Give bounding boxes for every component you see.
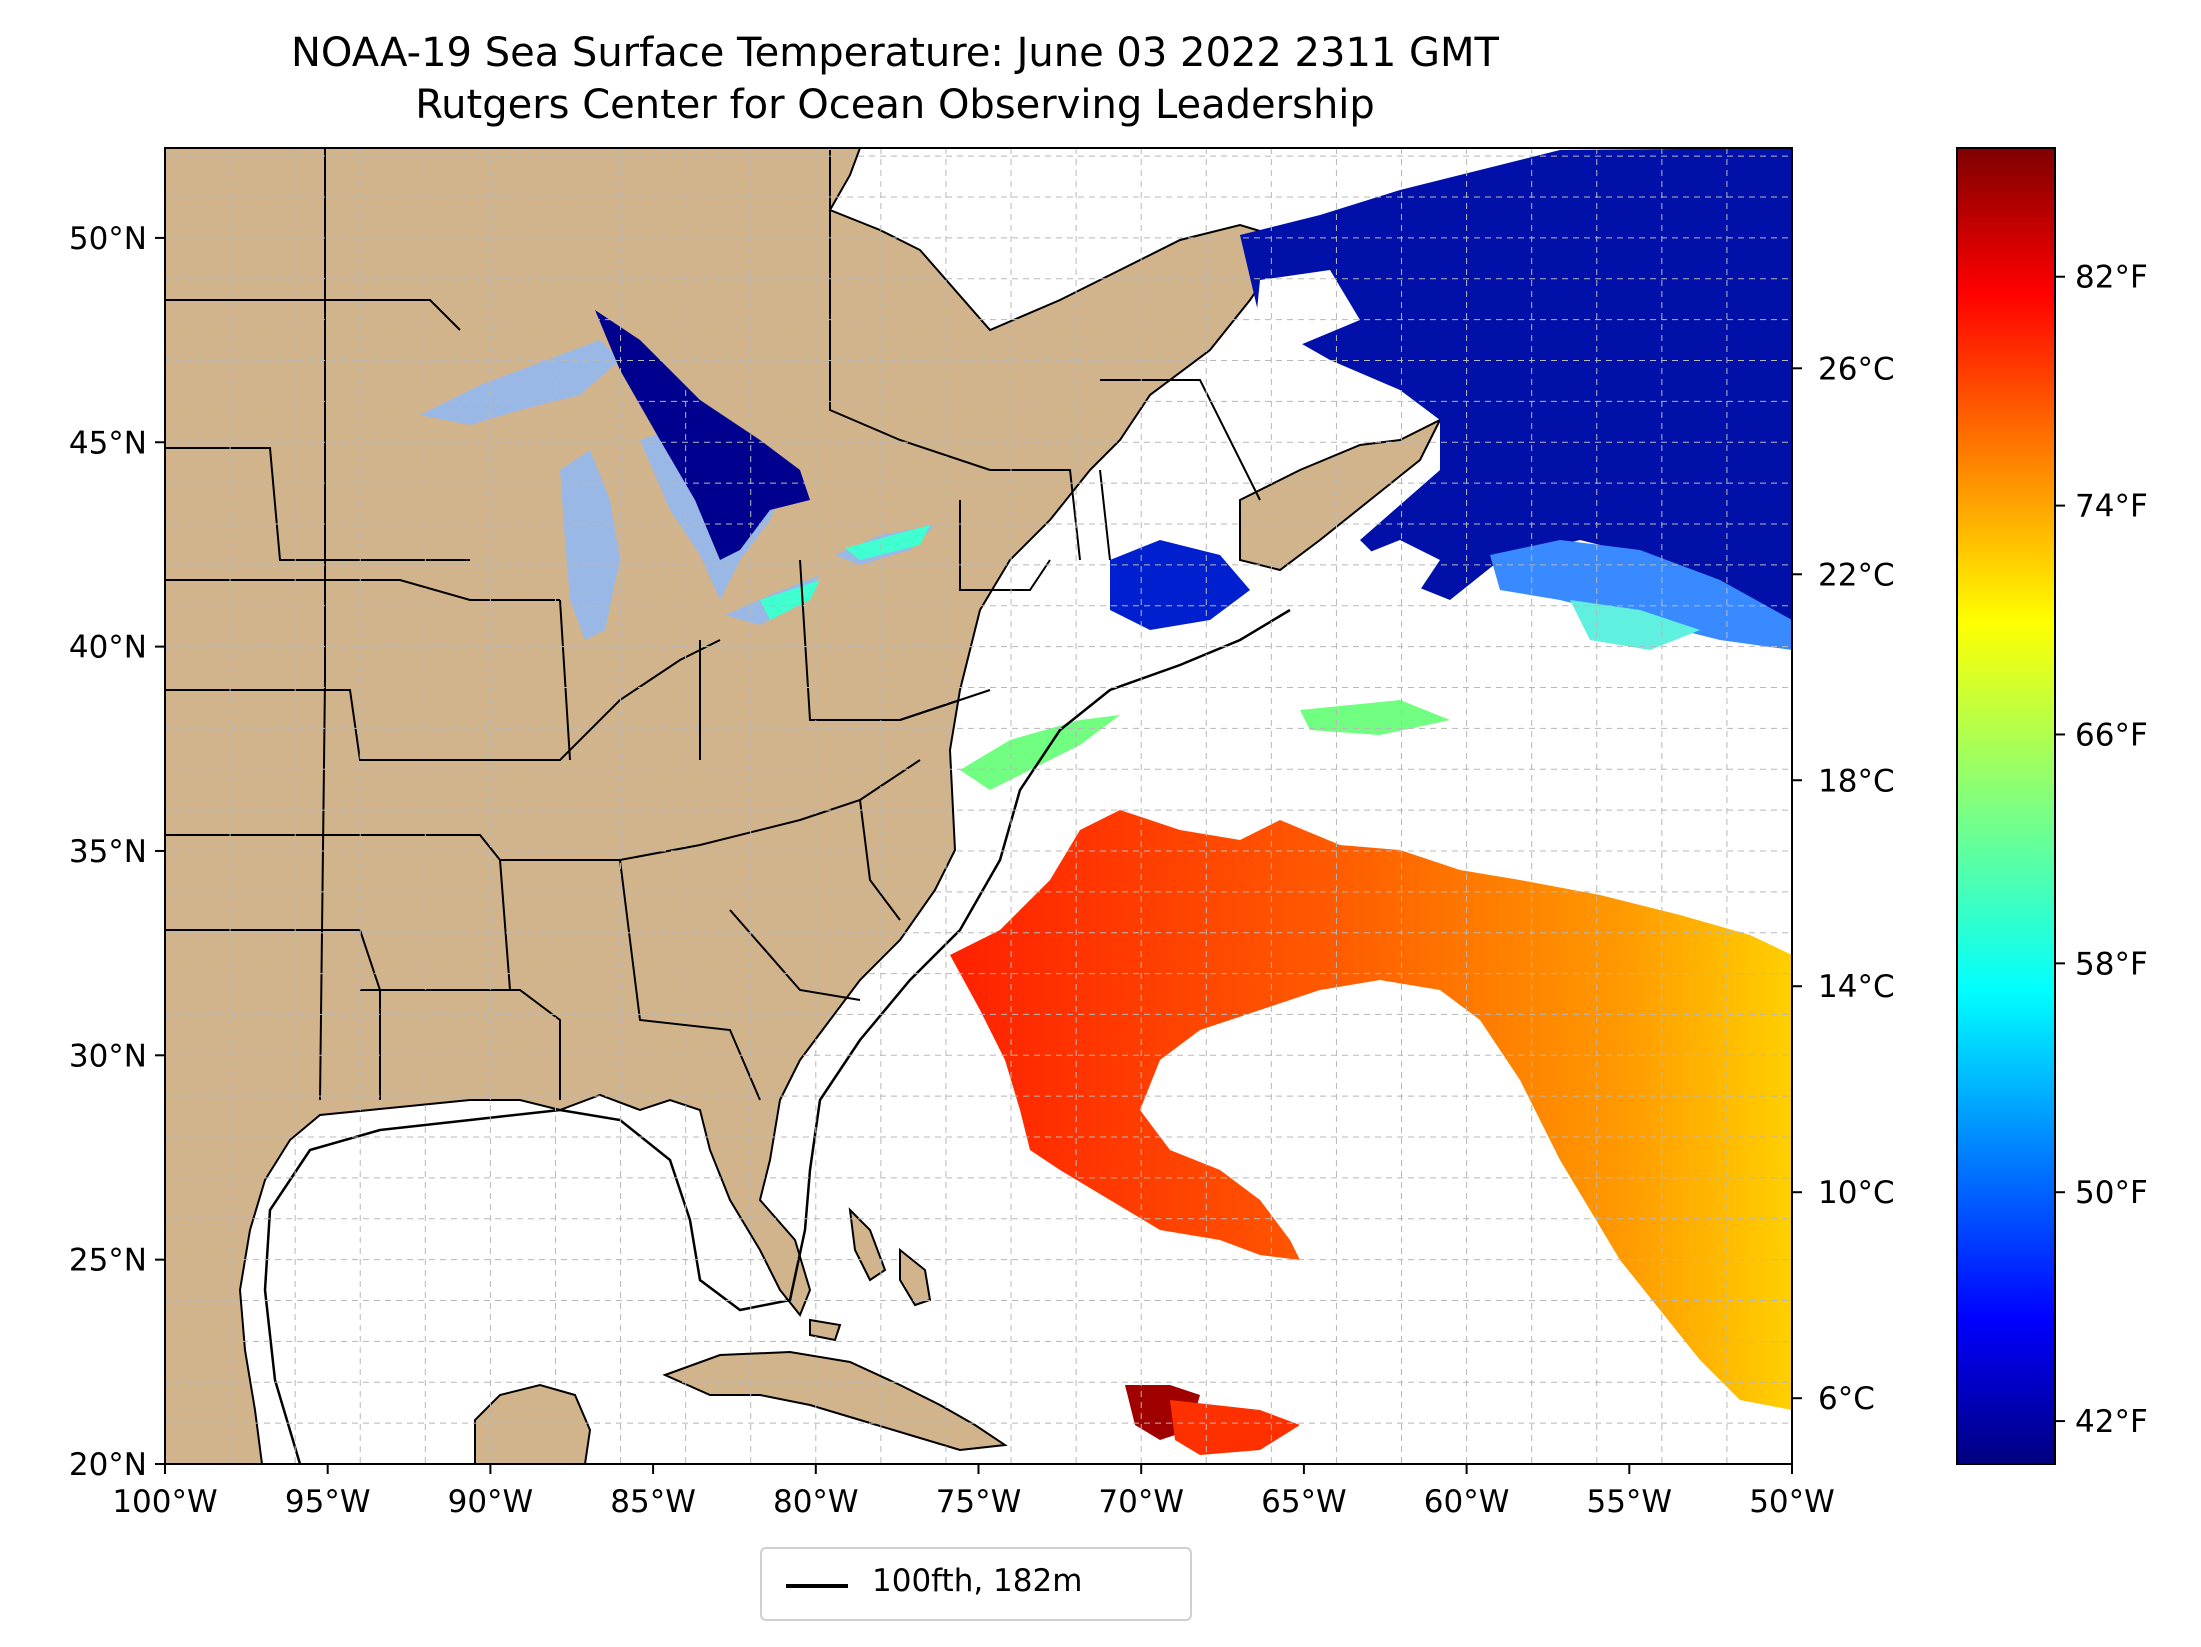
x-tick-label: 60°W: [1424, 1484, 1510, 1520]
sst-cyan-band: [1570, 600, 1700, 650]
x-tick-label: 95°W: [285, 1484, 371, 1520]
colorbar-f-label: 74°F: [2075, 489, 2148, 525]
sst-warm-gulfstream: [950, 810, 1792, 1410]
colorbar-c-label: 6°C: [1818, 1381, 1875, 1417]
sst-cold-gulf-maine: [1110, 540, 1250, 630]
cloud-gaps-north: [1255, 270, 1440, 590]
x-tick-label: 55°W: [1586, 1484, 1672, 1520]
state-borders: [165, 148, 1261, 1101]
lake-huron-sst: [595, 310, 810, 560]
legend-line-swatch: [786, 1584, 848, 1588]
x-tick-label: 85°W: [610, 1484, 696, 1520]
land-north-america: [165, 148, 1292, 1464]
colorbar-c-label: 18°C: [1818, 763, 1895, 799]
y-tick-label: 50°N: [69, 221, 147, 257]
colorbar-f-label: 50°F: [2075, 1175, 2148, 1211]
land-yucatan: [474, 1383, 592, 1464]
y-tick-label: 40°N: [69, 630, 147, 666]
map-title-line2: Rutgers Center for Ocean Observing Leade…: [415, 82, 1375, 128]
colorbar-c-label: 22°C: [1818, 557, 1895, 593]
colorbar-f-label: 82°F: [2075, 260, 2148, 296]
y-axis-ticks: 20°N 25°N 30°N 35°N 40°N 45°N 50°N: [69, 221, 165, 1483]
colorbar-c-label: 10°C: [1818, 1175, 1895, 1211]
map-gridlines: [165, 148, 1792, 1464]
land-bahamas: [809, 1207, 932, 1342]
x-tick-label: 75°W: [936, 1484, 1022, 1520]
x-tick-label: 50°W: [1749, 1484, 1835, 1520]
x-tick-label: 80°W: [773, 1484, 859, 1520]
land-maritimes: [1239, 417, 1443, 572]
sst-green-coastal: [960, 700, 1450, 790]
colorbar-f-label: 58°F: [2075, 946, 2148, 982]
isobath-100fth: [263, 608, 1291, 1464]
x-tick-label: 70°W: [1098, 1484, 1184, 1520]
y-tick-label: 45°N: [69, 425, 147, 461]
colorbar-c-label: 26°C: [1818, 351, 1895, 387]
sst-cold-northeast: [1240, 148, 1792, 640]
colorbar-ticks: 42°F 50°F 58°F 66°F 74°F 82°F 6°C 10°C 14°C 18°C 2…: [1792, 260, 2148, 1440]
colorbar-f-label: 42°F: [2075, 1404, 2148, 1440]
x-tick-label: 100°W: [112, 1484, 217, 1520]
colorbar-c-label: 14°C: [1818, 969, 1895, 1005]
y-tick-label: 20°N: [69, 1447, 147, 1483]
x-tick-label: 65°W: [1261, 1484, 1347, 1520]
land-cuba: [662, 1350, 1008, 1452]
sst-cool-band: [1490, 540, 1792, 650]
x-tick-label: 90°W: [448, 1484, 534, 1520]
legend-label: 100fth, 182m: [872, 1563, 1083, 1599]
y-tick-label: 30°N: [69, 1038, 147, 1074]
y-tick-label: 25°N: [69, 1243, 147, 1279]
colorbar: [1956, 147, 2056, 1465]
colorbar-f-label: 66°F: [2075, 717, 2148, 753]
legend: 100fth, 182m: [760, 1547, 1192, 1621]
map-title-line1: NOAA-19 Sea Surface Temperature: June 03…: [290, 30, 1499, 76]
y-tick-label: 35°N: [69, 834, 147, 870]
sst-warm-patch-south: [1170, 1400, 1300, 1455]
x-axis-ticks: 100°W 95°W 90°W 85°W 80°W 75°W 70°W 65°W 60°W 55°…: [112, 1464, 1835, 1520]
